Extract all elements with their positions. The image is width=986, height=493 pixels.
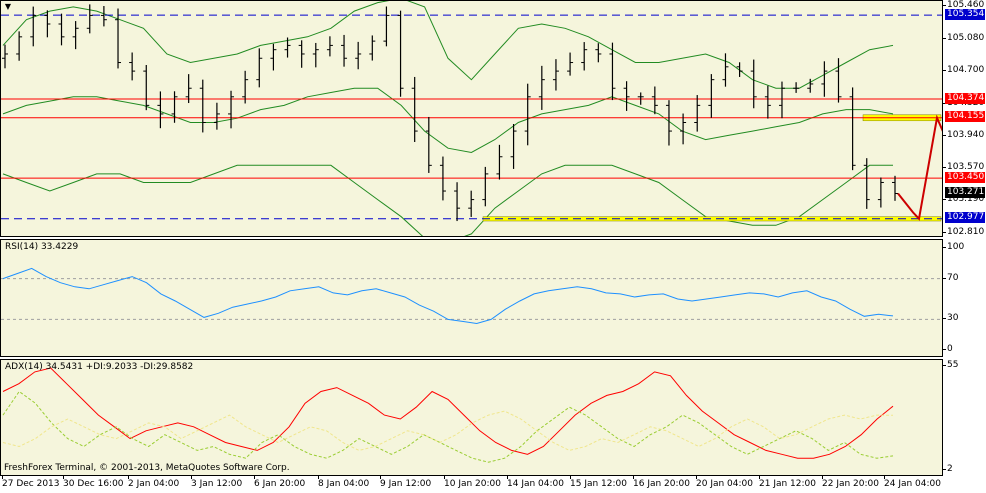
time-axis-label: 15 Jan 12:00: [570, 476, 627, 489]
triangle-down-icon[interactable]: ▼: [4, 2, 12, 11]
bollinger-upper-line: [2, 1, 894, 89]
rsi-line: [2, 267, 894, 325]
adx-indicator-pane[interactable]: ADX(14) 34.5431 +DI:9.2033 -DI:29.8582: [0, 359, 943, 476]
price-chart-svg[interactable]: [1, 1, 943, 237]
time-axis-label: 10 Jan 20:00: [444, 476, 501, 489]
time-axis-label: 21 Jan 12:00: [759, 476, 816, 489]
price-axis-label: 104.700: [942, 65, 985, 76]
time-axis-label: 22 Jan 20:00: [822, 476, 879, 489]
adx-axis-label: 55: [942, 360, 959, 370]
price-badge: 104.374: [945, 92, 985, 104]
time-axis-label: 3 Jan 12:00: [191, 476, 243, 489]
price-badge: 103.450: [945, 171, 985, 183]
adx-chart-svg: [2, 367, 894, 463]
rsi-indicator-pane[interactable]: RSI(14) 33.4229: [0, 239, 943, 357]
time-axis-label: 24 Jan 04:00: [884, 476, 941, 489]
price-axis-label: 102.810: [942, 227, 985, 237]
time-axis-label: 8 Jan 04:00: [318, 476, 370, 489]
di-minus-line: [2, 410, 894, 451]
rsi-label: RSI(14) 33.4229: [5, 242, 79, 252]
price-axis: 105.460105.080104.700104.320103.940103.5…: [942, 0, 986, 237]
price-chart-pane[interactable]: ▼: [0, 0, 943, 237]
rsi-axis-label: 70: [942, 272, 959, 283]
rsi-axis-label: 30: [942, 313, 959, 324]
bollinger-middle-line: [2, 87, 894, 154]
time-axis-label: 27 Dec 2013: [2, 476, 60, 489]
price-axis-label: 105.460: [942, 0, 985, 10]
copyright-footer: FreshForex Terminal, © 2001-2013, MetaQu…: [4, 463, 290, 473]
adx-axis: 55 2: [942, 359, 986, 476]
price-badge: 102.977: [945, 212, 985, 224]
rsi-chart-svg: [1, 267, 942, 325]
time-axis-label: 30 Dec 16:00: [63, 476, 124, 489]
time-axis-label: 2 Jan 04:00: [128, 476, 180, 489]
time-axis-label: 16 Jan 20:00: [633, 476, 690, 489]
bollinger-lower-line: [2, 164, 893, 236]
rsi-axis: 100 70 30 0: [942, 239, 986, 357]
adx-axis-label: 2: [943, 464, 953, 474]
time-axis-label: 9 Jan 12:00: [380, 476, 432, 489]
adx-label: ADX(14) 34.5431 +DI:9.2033 -DI:29.8582: [5, 362, 194, 372]
price-badge: 103.271: [945, 187, 985, 198]
rsi-axis-label: 100: [942, 242, 965, 252]
forecast-arrow-path: [897, 114, 942, 221]
price-badge: 105.354: [945, 8, 985, 20]
price-axis-label: 105.080: [942, 32, 985, 43]
price-axis-label: 103.940: [942, 130, 985, 141]
price-axis-label: 103.570: [942, 161, 985, 172]
rsi-axis-label: 0: [943, 344, 953, 354]
adx-line: [2, 367, 894, 459]
price-badge: 104.155: [945, 111, 985, 123]
time-axis: 27 Dec 2013 30 Dec 16:00 2 Jan 04:00 3 Jan …: [0, 476, 943, 493]
di-plus-line: [2, 390, 894, 463]
time-axis-label: 14 Jan 04:00: [507, 476, 564, 489]
time-axis-label: 6 Jan 20:00: [254, 476, 306, 489]
price-axis-label: 103.190: [942, 194, 985, 205]
time-axis-label: 20 Jan 04:00: [696, 476, 753, 489]
